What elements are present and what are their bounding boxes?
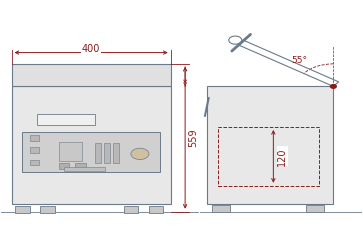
Circle shape [330,85,336,88]
Bar [113,143,119,163]
Text: 400: 400 [82,44,100,54]
Text: 55°: 55° [291,56,307,65]
Bar [12,86,171,204]
Bar [218,127,319,186]
Text: 120: 120 [277,147,287,166]
Bar [212,205,230,212]
Bar [37,114,95,125]
Bar [104,143,110,163]
Bar [149,206,163,213]
Bar [30,147,39,153]
Bar [95,143,101,163]
Bar [12,64,171,86]
Bar [40,206,55,213]
Bar [306,205,324,212]
Bar [64,167,105,171]
Bar [15,206,30,213]
Bar [58,142,82,161]
Bar [58,163,69,169]
Text: 559: 559 [188,128,198,147]
Bar [207,86,333,204]
Bar [23,132,160,172]
Bar [124,206,138,213]
Circle shape [131,148,149,160]
Bar [75,163,86,169]
Bar [30,135,39,141]
Bar [30,160,39,165]
